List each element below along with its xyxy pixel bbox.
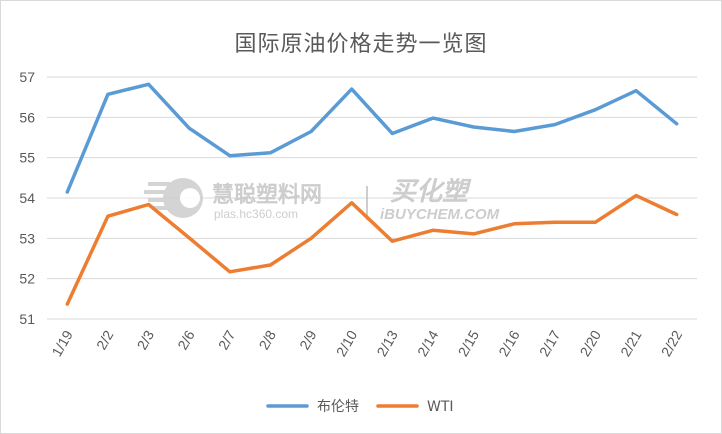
series-lines (65, 82, 679, 306)
data-point (431, 116, 435, 120)
x-tick-label: 2/17 (536, 327, 564, 359)
data-point (512, 222, 516, 226)
data-point (147, 202, 151, 206)
watermark-url: plas.hc360.com (214, 207, 298, 221)
x-tick-label: 2/14 (414, 327, 442, 359)
data-point (553, 123, 557, 127)
x-tick-label: 1/19 (48, 327, 76, 359)
data-point (553, 220, 557, 224)
watermark: 慧聪塑料网 plas.hc360.com 买化塑 iBUYCHEM.COM (144, 177, 500, 223)
x-tick-label: 2/6 (174, 327, 198, 352)
data-point (350, 87, 354, 91)
data-point (431, 228, 435, 232)
data-point (390, 131, 394, 135)
x-tick-label: 2/20 (577, 327, 605, 359)
y-tick-label: 57 (19, 69, 35, 85)
data-point (675, 213, 679, 217)
data-point (187, 126, 191, 130)
data-point (350, 201, 354, 205)
data-point (390, 239, 394, 243)
x-tick-label: 2/21 (617, 327, 645, 359)
data-point (228, 270, 232, 274)
chart-title: 国际原油价格走势一览图 (234, 32, 488, 57)
data-point (634, 194, 638, 198)
data-point (593, 220, 597, 224)
data-point (634, 89, 638, 93)
x-tick-label: 2/8 (255, 327, 279, 352)
data-point (309, 236, 313, 240)
y-tick-label: 56 (19, 109, 35, 125)
series-line-1 (65, 193, 679, 306)
x-tick-label: 2/10 (333, 327, 361, 359)
x-axis: 1/19 2/2 2/3 2/6 2/7 2/8 2/9 2/10 2/13 2/14 2/15 2/… (48, 327, 685, 359)
x-tick-label: 2/13 (373, 327, 401, 359)
x-tick-label: 2/22 (658, 327, 686, 359)
data-point (268, 263, 272, 267)
y-axis: 51 52 53 54 55 56 57 (19, 69, 35, 327)
watermark-cn-name: 慧聪塑料网 (212, 182, 322, 208)
data-point (309, 129, 313, 133)
legend-label: 布伦特 (317, 399, 359, 415)
data-point (147, 82, 151, 86)
watermark-brand-en: iBUYCHEM.COM (380, 206, 500, 223)
data-point (65, 302, 69, 306)
watermark-divider (366, 186, 368, 220)
watermark-logo-icon (144, 178, 203, 218)
x-tick-label: 2/16 (495, 327, 523, 359)
y-tick-label: 55 (19, 150, 35, 166)
data-point (675, 122, 679, 126)
gridlines (47, 76, 697, 320)
x-tick-label: 2/9 (296, 327, 320, 352)
data-point (593, 108, 597, 112)
x-tick-label: 2/7 (215, 327, 239, 352)
data-point (472, 232, 476, 236)
data-point (228, 154, 232, 158)
y-tick-label: 51 (19, 311, 35, 327)
x-tick-label: 2/15 (455, 327, 483, 359)
y-tick-label: 53 (19, 230, 35, 246)
legend-label: WTI (427, 399, 454, 415)
series-line-0 (65, 82, 679, 194)
data-point (472, 125, 476, 129)
data-point (187, 236, 191, 240)
x-tick-label: 2/3 (134, 327, 158, 352)
data-point (106, 214, 110, 218)
y-tick-label: 52 (19, 271, 35, 287)
data-point (268, 151, 272, 155)
data-point (65, 190, 69, 194)
data-point (512, 129, 516, 133)
x-tick-label: 2/2 (93, 327, 117, 352)
data-point (106, 92, 110, 96)
y-tick-label: 54 (19, 190, 35, 206)
legend: 布伦特 WTI (266, 399, 454, 415)
watermark-brand-cn: 买化塑 (390, 177, 472, 207)
